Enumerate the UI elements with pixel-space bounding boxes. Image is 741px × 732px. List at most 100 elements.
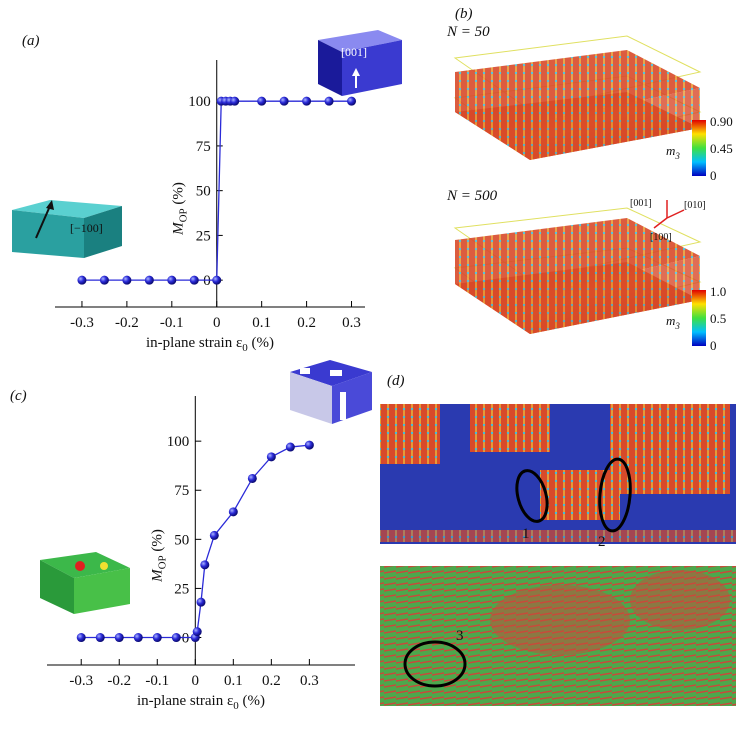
- y-label-main: M: [149, 568, 165, 583]
- x-tick-label: -0.3: [69, 673, 93, 689]
- data-point: [285, 442, 295, 452]
- m3-label: m3: [666, 143, 680, 161]
- data-point: [152, 633, 162, 643]
- axis-triad: [653, 200, 685, 229]
- data-point: [324, 96, 334, 106]
- data-point: [192, 627, 202, 637]
- y-tick-label: 75: [196, 139, 211, 155]
- x-tick-label: -0.1: [160, 315, 184, 331]
- inset-cube-001: [318, 30, 402, 96]
- data-point: [167, 275, 177, 285]
- colorbar-label: 0: [710, 338, 717, 353]
- data-point: [266, 452, 276, 462]
- data-point: [304, 440, 314, 450]
- marker-label: 2: [598, 534, 606, 550]
- data-point: [189, 275, 199, 285]
- panel-d-image-top: [380, 404, 736, 544]
- axis-direction: [100]: [650, 232, 672, 243]
- axis-direction: [010]: [684, 200, 706, 211]
- panel-b-image-top: [453, 35, 702, 160]
- y-tick-label: 0: [203, 273, 211, 289]
- data-point: [228, 507, 238, 517]
- data-point: [144, 275, 154, 285]
- inset-cube-100: [12, 200, 122, 258]
- data-point: [257, 96, 267, 106]
- y-tick-label: 50: [196, 184, 211, 200]
- data-point: [302, 96, 312, 106]
- x-tick-label: -0.3: [70, 315, 94, 331]
- panel-d-image-bottom: [380, 566, 736, 706]
- panel-label: (d): [387, 373, 405, 389]
- marker-label: 1: [522, 526, 530, 542]
- data-point: [77, 275, 87, 285]
- data-point: [95, 633, 105, 643]
- colorbar-label: 0.90: [710, 114, 733, 129]
- data-point: [230, 96, 240, 106]
- y-axis-label: MOP (%): [149, 529, 168, 583]
- x-label-sub: 0: [233, 700, 239, 712]
- panel-b-image-bottom: [453, 207, 702, 334]
- colorbar-label: 0.45: [710, 141, 733, 156]
- x-axis-label: in-plane strain ε0 (%): [137, 693, 265, 712]
- x-tick-label: 0: [213, 315, 221, 331]
- y-label-unit: (%): [149, 529, 165, 555]
- y-label-unit: (%): [171, 182, 187, 208]
- data-point: [76, 633, 86, 643]
- inset-label: [−100]: [70, 221, 103, 235]
- data-point: [247, 473, 257, 483]
- y-tick-label: 0: [182, 631, 190, 647]
- x-label-unit: (%): [248, 335, 274, 351]
- colorbar-label: 0.5: [710, 311, 726, 326]
- colorbar-label: 0: [710, 168, 717, 183]
- y-label-sub: OP: [156, 555, 168, 569]
- x-tick-label: -0.2: [107, 673, 131, 689]
- data-point: [347, 96, 357, 106]
- n-label: N = 500: [446, 188, 498, 204]
- data-point: [196, 597, 206, 607]
- axis-direction: [001]: [630, 198, 652, 209]
- x-label-sub: 0: [242, 342, 248, 354]
- data-point: [133, 633, 143, 643]
- panel-label: (c): [10, 388, 27, 404]
- x-tick-label: -0.2: [115, 315, 139, 331]
- data-point: [200, 560, 210, 570]
- y-tick-label: 75: [174, 483, 189, 499]
- n-label: N = 50: [446, 24, 490, 40]
- panel-label: (b): [455, 6, 473, 22]
- panel-label: (a): [22, 33, 40, 49]
- inset-label: [001]: [341, 45, 367, 59]
- marker-label: 3: [456, 628, 464, 644]
- y-tick-label: 25: [196, 228, 211, 244]
- data-point: [212, 275, 222, 285]
- inset-cube-green: [40, 552, 130, 614]
- y-tick-label: 50: [174, 532, 189, 548]
- data-point: [209, 530, 219, 540]
- x-label-main: in-plane strain ε: [137, 693, 233, 709]
- x-tick-label: -0.1: [145, 673, 169, 689]
- x-tick-label: 0.3: [300, 673, 319, 689]
- y-tick-label: 25: [174, 581, 189, 597]
- data-point: [99, 275, 109, 285]
- colorbar: [692, 290, 706, 346]
- y-label-sub: OP: [178, 208, 190, 222]
- data-point: [171, 633, 181, 643]
- x-tick-label: 0.2: [262, 673, 281, 689]
- x-tick-label: 0.1: [224, 673, 243, 689]
- colorbar: [692, 120, 706, 176]
- colorbar-label: 1.0: [710, 284, 726, 299]
- x-tick-label: 0.2: [297, 315, 316, 331]
- x-label-main: in-plane strain ε: [146, 335, 242, 351]
- x-label-unit: (%): [239, 693, 265, 709]
- x-tick-label: 0.1: [252, 315, 271, 331]
- series-line: [81, 444, 310, 639]
- y-label-main: M: [171, 221, 187, 236]
- data-point: [279, 96, 289, 106]
- data-point: [122, 275, 132, 285]
- y-tick-label: 100: [188, 94, 211, 110]
- inset-cube-domains: [290, 360, 372, 424]
- y-axis-label: MOP (%): [171, 182, 190, 236]
- x-axis-label: in-plane strain ε0 (%): [146, 335, 274, 354]
- x-tick-label: 0: [192, 673, 200, 689]
- x-tick-label: 0.3: [342, 315, 361, 331]
